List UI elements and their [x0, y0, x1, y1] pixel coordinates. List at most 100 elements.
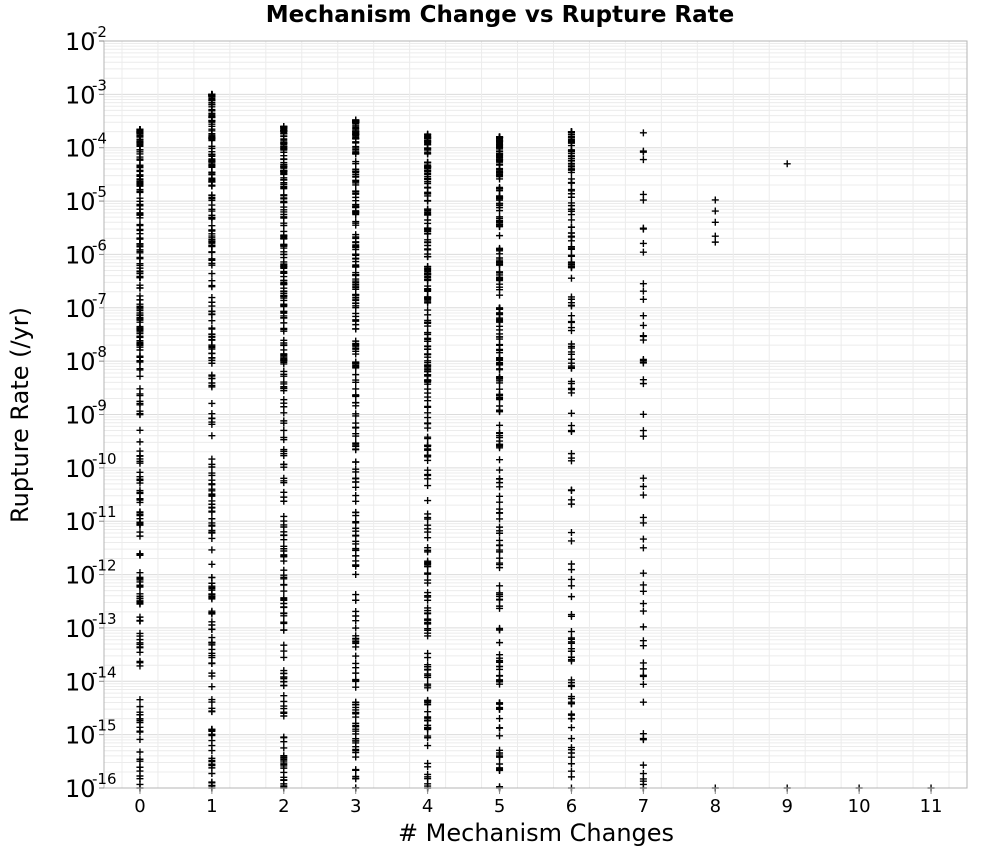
data-point [136, 748, 144, 756]
data-point [280, 595, 288, 603]
data-point [280, 436, 288, 444]
data-point [136, 234, 144, 242]
data-point [208, 157, 216, 165]
data-point [280, 460, 288, 468]
data-point [496, 654, 504, 662]
data-point [208, 742, 216, 750]
data-point [496, 542, 504, 550]
data-point [639, 190, 647, 198]
data-point [783, 160, 791, 168]
data-point [496, 604, 504, 612]
data-point [352, 753, 360, 761]
data-point [208, 294, 216, 302]
x-axis-ticks: 0 1 2 3 4 5 6 7 8 9 10 11 [134, 788, 942, 817]
data-point [424, 269, 432, 277]
data-point [567, 389, 575, 397]
data-point [639, 312, 647, 320]
data-point [352, 458, 360, 466]
data-point [496, 326, 504, 334]
data-point [280, 708, 288, 716]
data-point [496, 318, 504, 326]
data-point [280, 734, 288, 742]
data-point [639, 474, 647, 482]
data-point [567, 724, 575, 732]
data-point [424, 625, 432, 633]
data-point [424, 497, 432, 505]
data-point [352, 309, 360, 317]
data-point [424, 376, 432, 384]
data-point [567, 612, 575, 620]
data-point [280, 380, 288, 388]
y-tick-label: 10-3 [65, 76, 107, 109]
data-point [711, 218, 719, 226]
data-point [424, 393, 432, 401]
data-point [496, 273, 504, 281]
data-point [280, 497, 288, 505]
data-point [639, 569, 647, 577]
data-point [567, 301, 575, 309]
data-point [424, 424, 432, 432]
data-point [639, 148, 647, 156]
y-tick-base: 10 [65, 562, 96, 590]
data-point [496, 194, 504, 202]
data-point [136, 696, 144, 704]
data-point [567, 496, 575, 504]
data-point [352, 497, 360, 505]
data-point [136, 495, 144, 503]
y-tick-label: 10-5 [65, 183, 107, 216]
data-point [352, 385, 360, 393]
data-point [280, 292, 288, 300]
data-point [496, 432, 504, 440]
data-point [639, 680, 647, 688]
data-point [280, 341, 288, 349]
y-tick-base: 10 [65, 348, 96, 376]
data-point [567, 744, 575, 752]
data-point [496, 385, 504, 393]
data-point [208, 103, 216, 111]
data-point [208, 534, 216, 542]
data-point [352, 747, 360, 755]
y-tick-base: 10 [65, 722, 96, 750]
data-point [496, 200, 504, 208]
data-point [136, 569, 144, 577]
data-point [136, 576, 144, 584]
data-point [424, 666, 432, 674]
data-point [496, 766, 504, 774]
y-tick-label: 10-12 [65, 557, 117, 590]
x-tick-label: 5 [494, 796, 505, 817]
data-point [567, 318, 575, 326]
y-tick-base: 10 [65, 668, 96, 696]
data-point [567, 350, 575, 358]
data-point [208, 399, 216, 407]
data-point [496, 715, 504, 723]
data-point [496, 309, 504, 317]
data-point [280, 523, 288, 531]
data-point [136, 211, 144, 219]
data-point [136, 221, 144, 229]
chart-title: Mechanism Change vs Rupture Rate [266, 2, 735, 28]
data-point [280, 206, 288, 214]
data-point [567, 457, 575, 465]
data-point [567, 681, 575, 689]
data-point [136, 728, 144, 736]
data-point [567, 312, 575, 320]
data-point [424, 311, 432, 319]
data-point [424, 435, 432, 443]
y-tick-base: 10 [65, 455, 96, 483]
data-point [567, 207, 575, 215]
data-point [496, 515, 504, 523]
data-point [567, 166, 575, 174]
data-point [424, 287, 432, 295]
data-point [424, 699, 432, 707]
data-point [352, 596, 360, 604]
data-point [639, 736, 647, 744]
data-point [136, 715, 144, 723]
data-point [208, 769, 216, 777]
data-point [567, 232, 575, 240]
data-point [567, 380, 575, 388]
data-point [639, 659, 647, 667]
data-point [424, 362, 432, 370]
data-point [136, 372, 144, 380]
data-point [567, 147, 575, 155]
x-axis-title: # Mechanism Changes [398, 819, 674, 847]
